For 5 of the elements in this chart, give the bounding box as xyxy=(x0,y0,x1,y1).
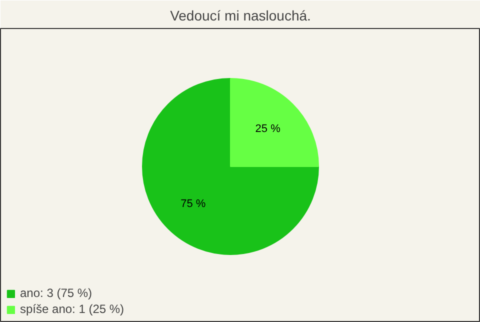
legend-label: ano: 3 (75 %) xyxy=(20,286,92,300)
chart-title: Vedoucí mi naslouchá. xyxy=(170,8,311,24)
data-label: 25 % xyxy=(255,122,281,135)
legend-label: spíše ano: 1 (25 %) xyxy=(20,302,124,316)
data-label: 75 % xyxy=(180,198,206,210)
